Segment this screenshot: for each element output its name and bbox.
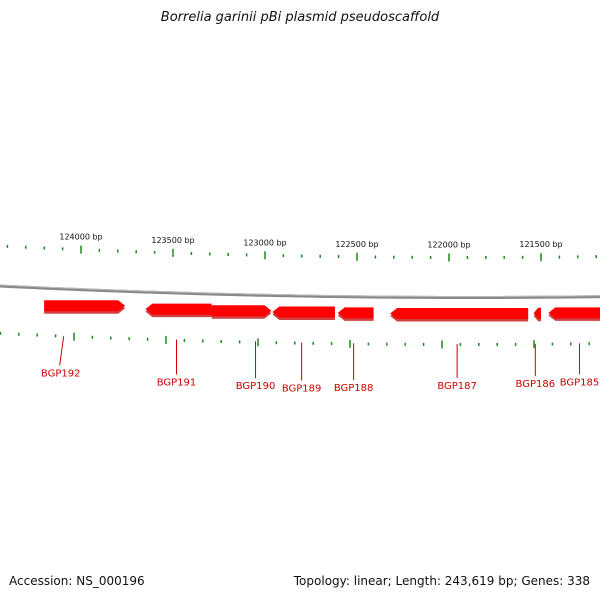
tick-bottom — [238, 340, 241, 344]
backbone-line — [0, 284, 600, 300]
ruler-label: 122000 bp — [427, 240, 470, 249]
tick-top — [319, 254, 321, 258]
map-title: Borrelia garinii pBi plasmid pseudoscaff… — [160, 10, 440, 25]
tick-bottom — [570, 342, 572, 346]
tick-bottom — [73, 332, 75, 341]
tick-bottom — [514, 342, 517, 346]
backbone — [0, 284, 600, 300]
gene-label: BGP190 — [236, 381, 276, 392]
tick-top — [301, 254, 303, 258]
tick-top — [190, 251, 193, 255]
ruler-label: 123000 bp — [243, 238, 286, 247]
tick-top — [356, 252, 358, 261]
tick-top — [282, 254, 285, 258]
tick-top — [521, 255, 524, 259]
tick-top — [558, 255, 561, 259]
tick-bottom — [441, 340, 443, 349]
gene-arrow-bgp185 — [548, 307, 600, 319]
accession-label: Accession: NS_000196 — [9, 574, 145, 588]
tick-bottom — [478, 342, 480, 346]
ruler-label: 121500 bp — [519, 240, 562, 249]
tick-bottom — [146, 337, 149, 341]
tick-top — [595, 255, 597, 259]
gene-arrow-bgp188 — [337, 307, 374, 319]
tick-top — [43, 246, 45, 250]
tick-top — [374, 255, 377, 259]
tick-bottom — [588, 342, 590, 346]
ruler-label: 122500 bp — [335, 240, 378, 249]
ruler-ticks: 124000 bp 123500 bp 123000 bp 122500 bp 1220… — [0, 233, 597, 349]
tick-bottom — [496, 342, 498, 346]
tick-top — [25, 245, 27, 249]
tick-top — [393, 255, 395, 259]
gene-label: BGP191 — [157, 377, 197, 388]
gene-label: BGP185 — [560, 377, 600, 388]
gene-arrow-bgp192 — [44, 300, 126, 312]
gene-track: BGP192 BGP191 BGP190 BGP189 BGP188 BGP187 BGP1… — [41, 300, 600, 395]
tick-bottom — [422, 342, 425, 346]
gene-label: BGP188 — [334, 383, 374, 394]
tick-top — [411, 255, 413, 259]
tick-bottom — [202, 339, 204, 343]
gene-arrow-bgp186 — [533, 307, 541, 319]
tick-bottom — [91, 335, 94, 339]
tick-bottom — [183, 338, 186, 342]
tick-bottom — [367, 342, 370, 346]
gene-arrow-bgp191 — [145, 303, 212, 315]
tick-top — [245, 253, 248, 257]
tick-top — [264, 251, 266, 260]
tick-bottom — [36, 333, 38, 337]
tick-bottom — [459, 343, 462, 346]
ruler-label: 123500 bp — [151, 236, 194, 245]
gene-leader-line — [59, 336, 65, 366]
gene-label: BGP189 — [282, 384, 322, 395]
gene-label: BGP186 — [516, 379, 556, 390]
tick-top — [577, 255, 579, 259]
tick-bottom — [533, 340, 535, 349]
tick-top — [209, 252, 211, 256]
gene-arrow-bgp187 — [390, 307, 529, 319]
tick-top — [466, 256, 469, 259]
tick-bottom — [0, 331, 2, 335]
tick-top — [485, 255, 487, 259]
tick-bottom — [220, 339, 222, 343]
gene-arrow-bgp190 — [211, 305, 272, 317]
tick-bottom — [551, 342, 554, 346]
tick-bottom — [18, 332, 20, 336]
tick-bottom — [110, 336, 112, 340]
tick-top — [135, 250, 137, 254]
tick-bottom — [386, 342, 388, 346]
gene-label: BGP192 — [41, 368, 81, 379]
tick-top — [80, 245, 82, 254]
tick-bottom — [165, 335, 167, 344]
tick-top — [429, 255, 432, 259]
tick-bottom — [312, 341, 314, 345]
gene-label: BGP187 — [437, 381, 477, 392]
tick-top — [337, 255, 340, 259]
tick-top — [117, 249, 119, 253]
gene-arrow-bgp189 — [272, 306, 335, 318]
tick-bottom — [349, 339, 351, 348]
tick-bottom — [404, 342, 406, 346]
tick-top — [6, 244, 9, 248]
ruler-label: 124000 bp — [59, 233, 102, 242]
tick-bottom — [294, 341, 296, 345]
tick-bottom — [330, 342, 333, 346]
tick-top — [61, 247, 64, 251]
summary-label: Topology: linear; Length: 243,619 bp; Ge… — [293, 574, 590, 588]
tick-bottom — [54, 334, 57, 338]
tick-top — [153, 250, 156, 254]
tick-bottom — [257, 338, 259, 347]
tick-bottom — [275, 341, 278, 345]
tick-top — [540, 253, 542, 262]
backbone-highlight — [0, 284, 600, 298]
tick-top — [227, 252, 229, 256]
tick-top — [98, 248, 101, 252]
tick-top — [172, 248, 174, 257]
tick-bottom — [128, 337, 130, 341]
tick-top — [448, 253, 450, 262]
tick-top — [503, 255, 505, 259]
